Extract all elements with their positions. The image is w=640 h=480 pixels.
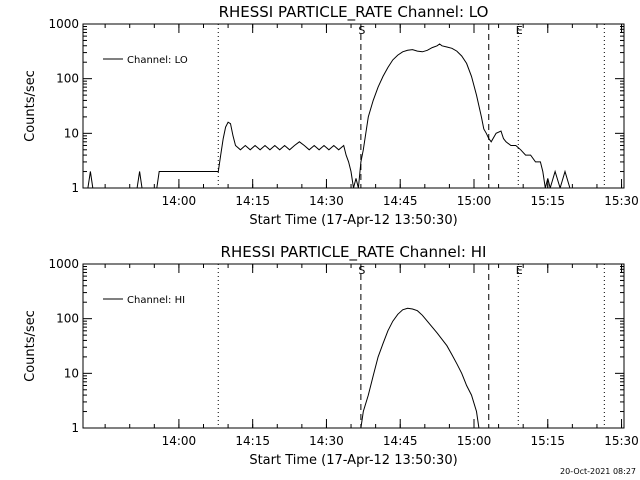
x-tick-label: 14:15 — [235, 434, 270, 448]
plot-frame — [82, 263, 625, 429]
series-line — [83, 43, 575, 188]
panel-lo: RHESSI PARTICLE_RATE Channel: LO Start Ti… — [23, 3, 639, 228]
x-tick-label: 15:15 — [530, 434, 565, 448]
series-line — [360, 307, 480, 428]
x-tick-label: 15:30 — [604, 434, 639, 448]
y-tick-label: 100 — [56, 312, 79, 326]
y-tick-label: 1 — [71, 181, 79, 195]
y-tick-label: 1 — [71, 421, 79, 435]
x-tick-label: 14:30 — [309, 194, 344, 208]
x-tick-label: 15:30 — [604, 194, 639, 208]
chart-title: RHESSI PARTICLE_RATE Channel: LO — [219, 3, 489, 22]
x-tick-label: 15:00 — [457, 194, 492, 208]
x-tick-label: 15:00 — [457, 434, 492, 448]
legend-label: Channel: HI — [127, 295, 185, 306]
x-tick-label: 14:45 — [383, 194, 418, 208]
y-tick-label: 10 — [64, 126, 79, 140]
y-tick-label: 100 — [56, 72, 79, 86]
x-tick-label: 14:15 — [235, 194, 270, 208]
x-axis-label: Start Time (17-Apr-12 13:50:30) — [249, 453, 457, 468]
marker-label: S — [358, 24, 365, 37]
y-tick-label: 1000 — [48, 17, 79, 31]
plot-frame — [82, 23, 625, 189]
y-axis-label: Counts/sec — [23, 310, 38, 382]
timestamp-stamp: 20-Oct-2021 08:27 — [560, 467, 636, 476]
panel-hi: RHESSI PARTICLE_RATE Channel: HI Start Ti… — [23, 243, 639, 468]
marker-label: S — [358, 264, 365, 277]
x-tick-label: 14:00 — [162, 194, 197, 208]
marker-label: E — [516, 264, 523, 277]
x-tick-label: 14:45 — [383, 434, 418, 448]
legend-label: Channel: LO — [127, 55, 188, 66]
marker-label: E — [516, 24, 523, 37]
x-tick-label: 15:15 — [530, 194, 565, 208]
x-axis-label: Start Time (17-Apr-12 13:50:30) — [249, 213, 457, 228]
x-tick-label: 14:00 — [162, 434, 197, 448]
x-tick-label: 14:30 — [309, 434, 344, 448]
y-tick-label: 10 — [64, 366, 79, 380]
y-tick-label: 1000 — [48, 257, 79, 271]
y-axis-label: Counts/sec — [23, 70, 38, 142]
chart-title: RHESSI PARTICLE_RATE Channel: HI — [221, 243, 487, 262]
